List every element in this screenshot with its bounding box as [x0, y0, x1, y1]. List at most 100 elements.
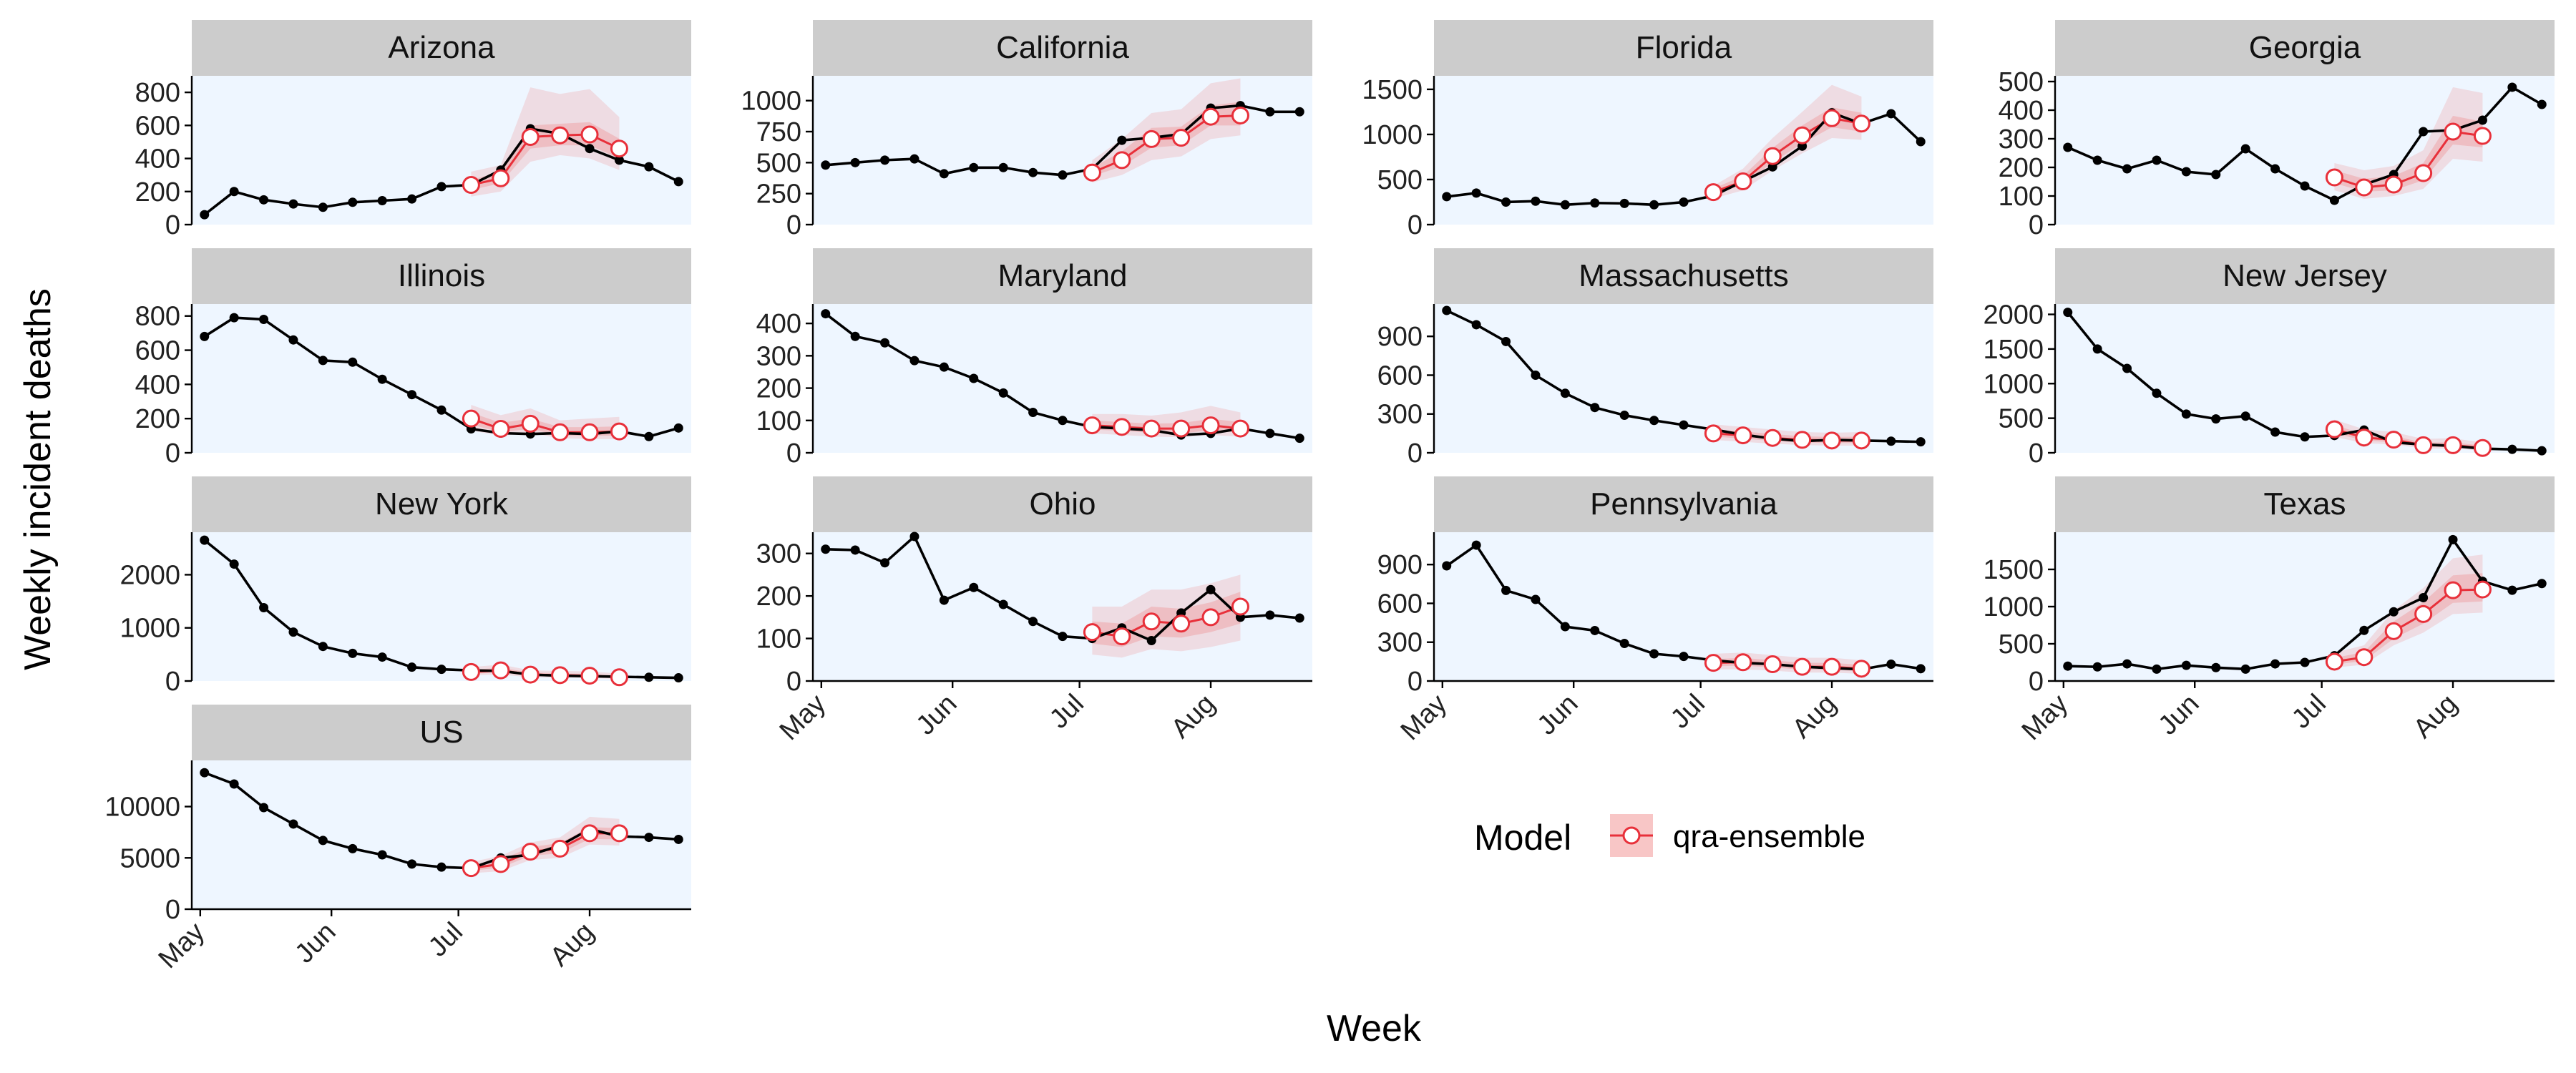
forecast-point: [2473, 127, 2492, 145]
observed-point: [2152, 155, 2162, 165]
x-tick-label: May: [1395, 689, 1453, 746]
observed-point: [1028, 167, 1038, 177]
legend-label-qra-ensemble: qra-ensemble: [1673, 819, 1865, 854]
observed-point: [1265, 107, 1275, 117]
y-tick-label: 1000: [1983, 592, 2044, 622]
forecast-point: [1704, 424, 1722, 443]
panel-title: Georgia: [2249, 30, 2361, 65]
panel-background: [2055, 76, 2555, 225]
forecast-point: [2384, 622, 2403, 640]
forecast-point: [610, 422, 628, 441]
panel-strip: [2055, 248, 2555, 304]
y-tick-label: 200: [756, 582, 801, 612]
y-tick-label: 0: [165, 438, 180, 469]
observed-point: [2063, 142, 2073, 152]
observed-point: [2419, 593, 2429, 603]
x-tick-label: Jul: [423, 917, 469, 963]
y-tick-label: 0: [2029, 210, 2044, 240]
observed-point: [229, 187, 239, 197]
observed-point: [348, 843, 358, 853]
forecast-point: [2355, 428, 2373, 447]
forecast-point: [2473, 438, 2492, 457]
observed-point: [200, 210, 210, 220]
observed-point: [939, 169, 949, 179]
observed-point: [1590, 403, 1600, 413]
observed-point: [1619, 198, 1629, 208]
observed-point: [673, 834, 683, 844]
observed-point: [2507, 444, 2517, 454]
observed-point: [2152, 388, 2162, 398]
observed-point: [998, 162, 1008, 172]
observed-point: [2181, 167, 2191, 177]
forecast-point: [1113, 627, 1131, 646]
panel-strip: [192, 476, 691, 532]
observed-point: [229, 559, 239, 569]
forecast-point: [1142, 612, 1161, 631]
x-tick-label: Jul: [1044, 689, 1090, 735]
observed-point: [377, 652, 387, 662]
observed-point: [2211, 414, 2221, 424]
observed-point: [1531, 196, 1541, 206]
panel-background: [2055, 304, 2555, 453]
observed-point: [2063, 661, 2073, 671]
observed-point: [2537, 579, 2547, 589]
forecast-point: [2444, 581, 2462, 599]
observed-point: [1560, 388, 1570, 398]
forecast-point: [462, 176, 480, 195]
x-tick-label: Jul: [1665, 689, 1711, 735]
panel-background: [1434, 304, 1933, 453]
observed-point: [1442, 305, 1452, 315]
observed-point: [2300, 181, 2310, 191]
observed-point: [2122, 659, 2132, 669]
observed-point: [1590, 198, 1600, 208]
observed-point: [1471, 320, 1481, 330]
forecast-point: [521, 414, 540, 433]
y-tick-label: 800: [135, 302, 180, 332]
observed-point: [850, 157, 860, 167]
observed-point: [1679, 652, 1689, 662]
y-tick-label: 0: [2029, 438, 2044, 469]
y-tick-label: 100: [756, 406, 801, 436]
forecast-point: [492, 169, 510, 187]
observed-point: [259, 602, 269, 612]
panel-new-jersey: New Jersey 0 500 1000 1500 2000: [1983, 248, 2555, 469]
forecast-point: [1142, 129, 1161, 148]
observed-point: [1442, 192, 1452, 202]
forecast-point: [610, 668, 628, 687]
x-tick-label: Aug: [2408, 689, 2464, 745]
forecast-point: [2414, 436, 2433, 454]
observed-point: [436, 405, 447, 415]
panel-strip: [813, 248, 1312, 304]
forecast-point: [2384, 175, 2403, 194]
observed-point: [998, 388, 1008, 398]
observed-point: [909, 154, 919, 164]
y-tick-label: 10000: [104, 793, 180, 823]
panel-background: [192, 76, 691, 225]
y-tick-label: 400: [135, 370, 180, 400]
forecast-point: [521, 665, 540, 684]
panel-background: [192, 532, 691, 681]
observed-point: [2448, 534, 2458, 544]
forecast-point: [1852, 660, 1870, 678]
forecast-point: [551, 839, 570, 858]
observed-point: [2181, 660, 2191, 670]
forecast-band-90: [2334, 554, 2483, 668]
observed-point: [348, 197, 358, 207]
y-tick-label: 1000: [1362, 120, 1423, 150]
observed-point: [2092, 662, 2102, 672]
forecast-point: [580, 423, 599, 441]
panel-texas: Texas 0 500 1000 1500 May Jun Jul Aug: [1983, 476, 2555, 746]
observed-point: [821, 160, 831, 170]
observed-point: [1294, 107, 1304, 117]
observed-point: [2389, 607, 2399, 617]
x-tick-label: Jun: [290, 917, 342, 969]
observed-point: [1028, 407, 1038, 417]
forecast-band-50: [1713, 107, 1862, 195]
panel-strip: [1434, 20, 1933, 76]
forecast-point: [1201, 107, 1220, 126]
forecast-point: [1793, 126, 1812, 144]
forecast-point: [1704, 654, 1722, 672]
observed-point: [1265, 428, 1275, 438]
observed-point: [407, 390, 417, 400]
